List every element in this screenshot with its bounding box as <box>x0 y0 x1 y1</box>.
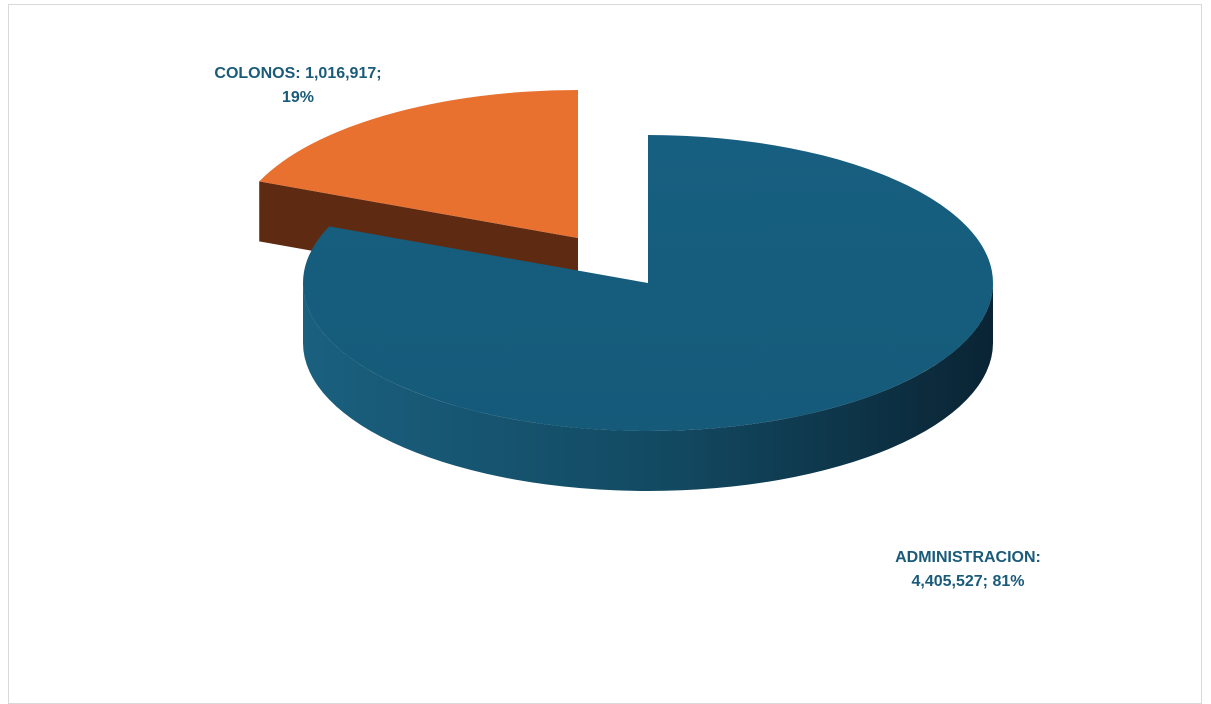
label-colonos-line1: COLONOS: 1,016,917; <box>214 65 381 82</box>
data-labels: ADMINISTRACION: 4,405,527; 81% COLONOS: … <box>214 65 1040 590</box>
label-colonos-line2: 19% <box>282 89 314 106</box>
slice-administracion-top <box>302 135 994 431</box>
slice-colonos-top <box>259 90 578 238</box>
pie-chart: ADMINISTRACION: 4,405,527; 81% COLONOS: … <box>214 65 1040 590</box>
label-administracion-line2: 4,405,527; 81% <box>912 573 1025 590</box>
label-administracion-line1: ADMINISTRACION: <box>895 549 1041 566</box>
slice-administracion-side <box>303 283 993 491</box>
pie-slices <box>259 90 994 491</box>
